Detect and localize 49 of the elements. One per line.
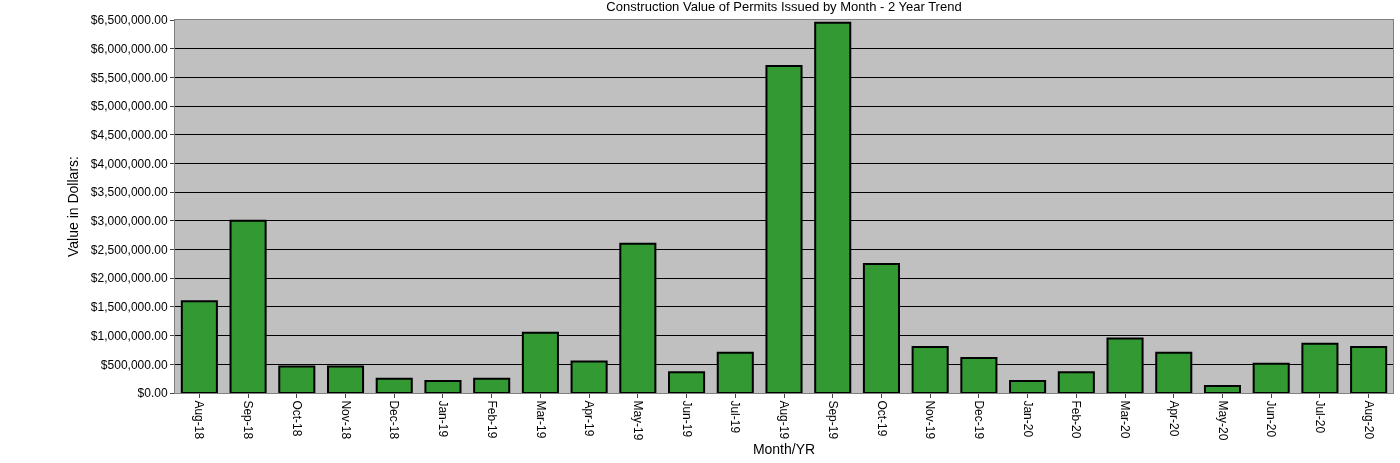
bar (1057, 371, 1095, 393)
y-tick-label: $3,500,000.00 (90, 185, 168, 200)
x-axis-title: Month/YR (752, 441, 816, 458)
x-tick-label: Feb-20 (1069, 400, 1084, 439)
x-tick-label: Mar-20 (1118, 400, 1133, 439)
y-tick-label: $4,500,000.00 (90, 127, 168, 142)
x-tick-label: Aug-19 (777, 400, 792, 440)
y-tick-label: $2,500,000.00 (90, 242, 168, 257)
x-tick-label: Mar-19 (533, 400, 548, 439)
y-tick-label: $5,000,000.00 (90, 99, 168, 114)
x-tick-label: Apr-20 (1166, 400, 1181, 437)
chart-title: Construction Value of Permits Issued by Month - 2 Year Trend (606, 0, 962, 15)
x-tick-label: Jan-20 (1020, 400, 1035, 438)
y-tick-label: $5,500,000.00 (90, 70, 168, 85)
x-tick-label: Oct-18 (289, 400, 304, 437)
y-tick-label: $4,000,000.00 (90, 156, 168, 171)
y-tick-label: $6,500,000.00 (90, 13, 168, 28)
x-tick-label: Dec-19 (971, 400, 986, 440)
x-tick-label: Sep-18 (241, 400, 256, 440)
x-tick-label: Jul-20 (1313, 400, 1328, 434)
x-tick-label: Jun-20 (1264, 400, 1279, 438)
y-tick-label: $1,000,000.00 (90, 328, 168, 343)
bar (668, 371, 706, 393)
x-tick-label: Oct-19 (874, 400, 889, 437)
bar (473, 377, 511, 393)
x-tick-label: May-19 (630, 400, 645, 441)
bar (1203, 385, 1242, 393)
x-tick-label: Aug-20 (1361, 400, 1376, 440)
bar (424, 379, 462, 393)
x-tick-label: Sep-19 (825, 400, 840, 440)
y-tick-label: $0.00 (137, 386, 168, 401)
y-tick-label: $2,000,000.00 (90, 271, 168, 286)
x-tick-label: Jan-19 (436, 400, 451, 438)
bar (375, 377, 413, 393)
y-tick-label: $3,000,000.00 (90, 214, 168, 229)
y-tick-label: $1,500,000.00 (90, 300, 168, 315)
x-tick-label: Jul-19 (728, 400, 743, 434)
x-tick-label: Nov-18 (338, 400, 353, 440)
y-tick-label: $6,000,000.00 (90, 41, 168, 56)
x-tick-label: Feb-19 (484, 400, 499, 439)
y-axis-title: Value in Dollars: (65, 156, 82, 257)
x-tick-label: Apr-19 (582, 400, 597, 437)
x-tick-label: Aug-18 (192, 400, 207, 440)
x-tick-label: Jun-19 (679, 400, 694, 438)
x-tick-label: May-20 (1215, 400, 1230, 441)
bar (1009, 379, 1047, 393)
x-tick-label: Dec-18 (387, 400, 402, 440)
y-tick-label: $500,000.00 (100, 357, 168, 372)
x-tick-label: Nov-19 (923, 400, 938, 440)
